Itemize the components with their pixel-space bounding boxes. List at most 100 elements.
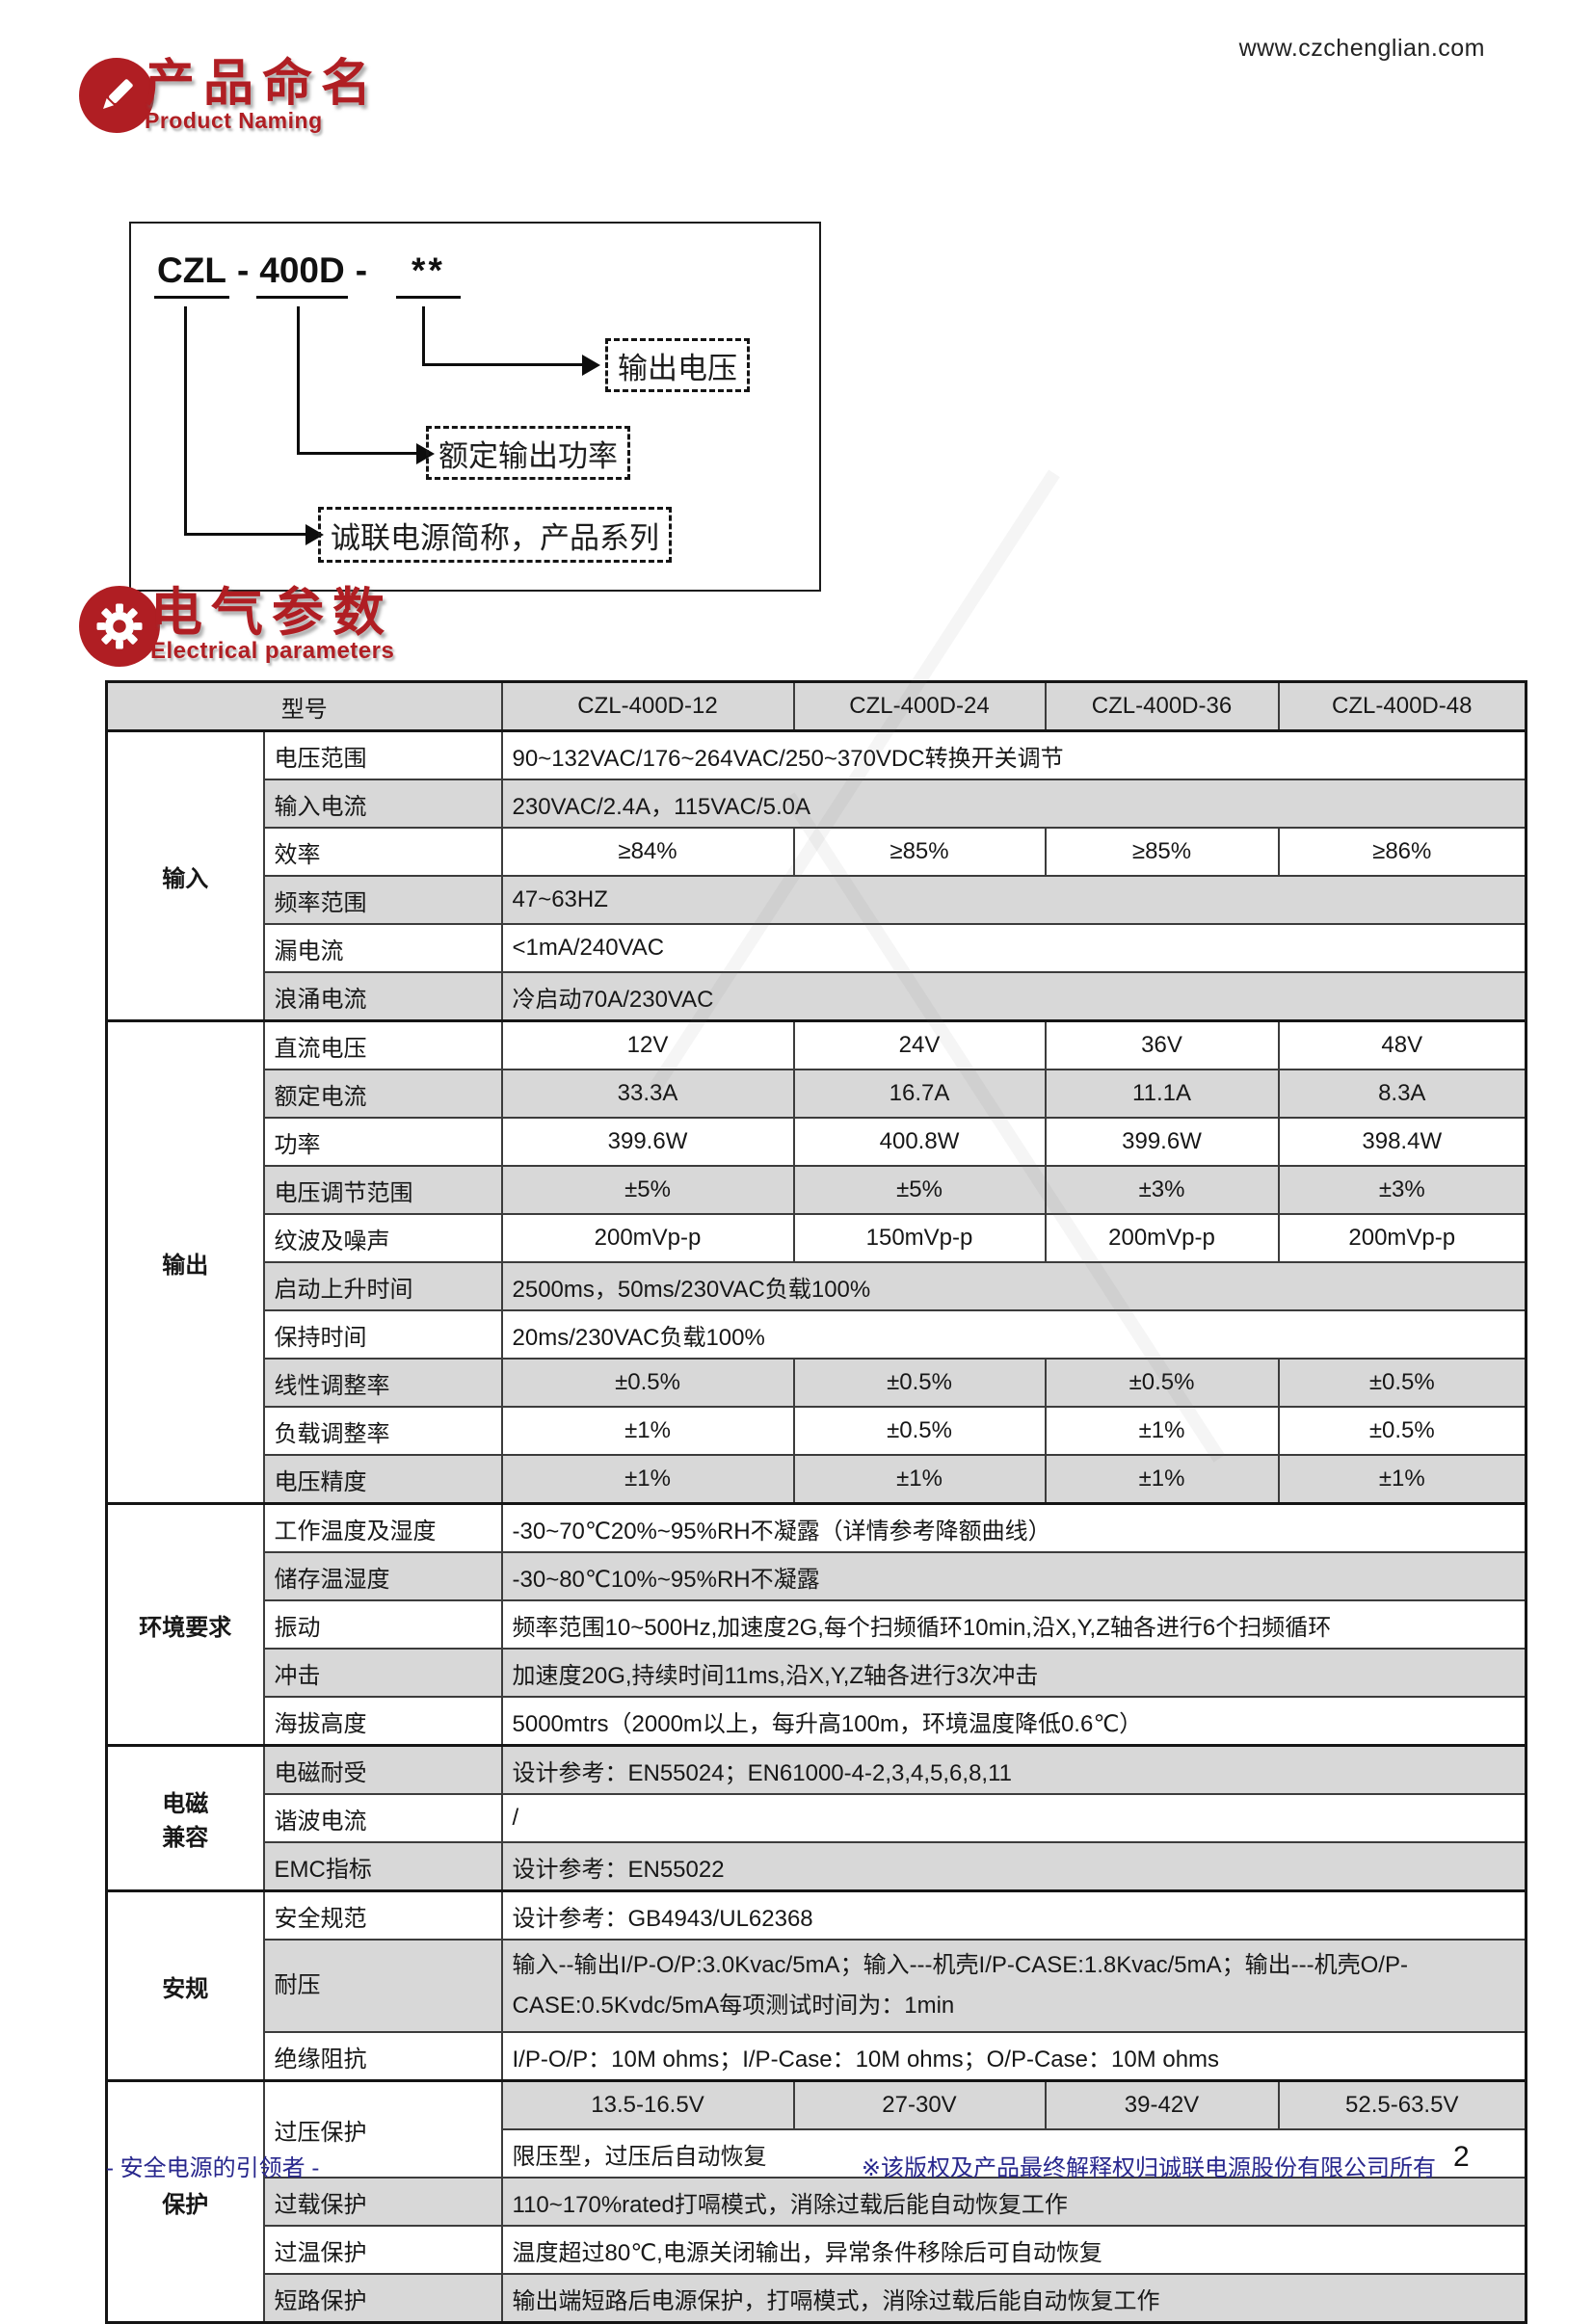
param-value: <1mA/240VAC (500, 923, 1527, 973)
param-label: 谐波电流 (262, 1793, 503, 1843)
param-value: 12V (500, 1019, 795, 1070)
param-label: 过载保护 (262, 2177, 503, 2227)
param-value: ±1% (500, 1406, 795, 1456)
param-label: 电压范围 (262, 729, 503, 780)
section-label: 电磁 兼容 (105, 1744, 265, 1892)
table-row: 耐压 输入--输出I/P-O/P:3.0Kvac/5mA；输入---机壳I/P-… (107, 1939, 1527, 2033)
section-label: 安规 (105, 1889, 265, 2082)
param-value: 27-30V (792, 2079, 1047, 2130)
param-value: 13.5-16.5V (500, 2079, 795, 2130)
param-value: ±3% (1277, 1165, 1527, 1215)
param-value: I/P-O/P：10M ohms；I/P-Case：10M ohms；O/P-C… (500, 2031, 1527, 2082)
param-value: 冷启动70A/230VAC (500, 971, 1527, 1022)
product-naming-badge: 产品命名 Product Naming (79, 58, 380, 133)
param-label: 振动 (262, 1599, 503, 1650)
connector-line (184, 306, 187, 536)
param-value: 399.6W (1044, 1117, 1280, 1167)
table-row: 保持时间 20ms/230VAC负载100% (107, 1309, 1527, 1360)
param-label: 纹波及噪声 (262, 1213, 503, 1263)
table-row: 额定电流 33.3A 16.7A 11.1A 8.3A (107, 1069, 1527, 1119)
model-header: CZL-400D-48 (1277, 680, 1527, 732)
param-value: 90~132VAC/176~264VAC/250~370VDC转换开关调节 (500, 729, 1527, 780)
param-value: 频率范围10~500Hz,加速度2G,每个扫频循环10min,沿X,Y,Z轴各进… (500, 1599, 1527, 1650)
naming-title-en: Product Naming (145, 107, 323, 133)
naming-title-cn: 产品命名 (145, 56, 381, 112)
site-url: www.czchenglian.com (1238, 35, 1485, 62)
param-value: 200mVp-p (1044, 1213, 1280, 1263)
param-value: 温度超过80℃,电源关闭输出，异常条件移除后可自动恢复 (500, 2225, 1527, 2275)
arrow-icon (416, 443, 435, 464)
param-label: 浪涌电流 (262, 971, 503, 1022)
param-value: 设计参考：EN55022 (500, 1841, 1527, 1892)
table-row: 保护 过压保护 13.5-16.5V 27-30V 39-42V 52.5-63… (105, 2079, 1527, 2324)
table-row: 电磁 兼容 电磁耐受 设计参考：EN55024；EN61000-4-2,3,4,… (105, 1744, 1527, 1892)
param-value: 48V (1277, 1019, 1527, 1070)
param-value: ≥84% (500, 827, 795, 877)
param-value: ±0.5% (792, 1406, 1047, 1456)
param-value: 限压型，过压后自动恢复 (500, 2128, 1527, 2179)
section-label: 输入 (105, 729, 265, 1022)
param-value: ±0.5% (500, 1358, 795, 1408)
param-value: ±5% (500, 1165, 795, 1215)
page-number: 2 (1453, 2141, 1470, 2173)
table-row: 谐波电流 / (107, 1793, 1527, 1843)
table-row: 环境要求 工作温度及湿度 -30~70℃20%~95%RH不凝露（详情参考降额曲… (105, 1502, 1527, 1747)
param-label: 电压调节范围 (262, 1165, 503, 1215)
param-value: 加速度20G,持续时间11ms,沿X,Y,Z轴各进行3次冲击 (500, 1648, 1527, 1698)
model-code: CZL -400D - ** (154, 251, 461, 299)
table-row: 海拔高度 5000mtrs（2000m以上，每升高100m，环境温度降低0.6℃… (107, 1696, 1527, 1747)
arrow-icon (582, 355, 600, 376)
table-row: 线性调整率 ±0.5% ±0.5% ±0.5% ±0.5% (107, 1358, 1527, 1408)
table-row: 输出 直流电压 12V 24V 36V 48V (105, 1019, 1527, 1505)
pencil-icon (79, 58, 154, 133)
table-row: 电压调节范围 ±5% ±5% ±3% ±3% (107, 1165, 1527, 1215)
param-value: 110~170%rated打嗝模式，消除过载后能自动恢复工作 (500, 2177, 1527, 2227)
param-value: ±1% (792, 1454, 1047, 1505)
callout-output-voltage: 输出电压 (605, 338, 750, 392)
table-row: 短路保护 输出端短路后电源保护，打嗝模式，消除过载后能自动恢复工作 (107, 2273, 1527, 2324)
table-row: 过温保护 温度超过80℃,电源关闭输出，异常条件移除后可自动恢复 (107, 2225, 1527, 2275)
datasheet-page: { "header": { "url": "www.czchenglian.co… (79, 35, 1527, 2324)
param-label: 额定电流 (262, 1069, 503, 1119)
table-row: 效率 ≥84% ≥85% ≥85% ≥86% (107, 827, 1527, 877)
table-row: 浪涌电流 冷启动70A/230VAC (107, 971, 1527, 1022)
param-value: 36V (1044, 1019, 1280, 1070)
gear-icon (79, 586, 160, 667)
table-row: 频率范围 47~63HZ (107, 875, 1527, 925)
param-value: 33.3A (500, 1069, 795, 1119)
param-label: 电磁耐受 (262, 1744, 503, 1795)
param-label: 耐压 (262, 1939, 503, 2033)
param-value: ≥86% (1277, 827, 1527, 877)
table-row: 过载保护 110~170%rated打嗝模式，消除过载后能自动恢复工作 (107, 2177, 1527, 2227)
param-value: 2500ms，50ms/230VAC负载100% (500, 1261, 1527, 1311)
callout-rated-power: 额定输出功率 (426, 426, 630, 480)
param-label: 频率范围 (262, 875, 503, 925)
param-label: 线性调整率 (262, 1358, 503, 1408)
param-value: 230VAC/2.4A，115VAC/5.0A (500, 779, 1527, 829)
table-row: 安规 安全规范 设计参考：GB4943/UL62368 (105, 1889, 1527, 2082)
param-label: 电压精度 (262, 1454, 503, 1505)
param-value: 24V (792, 1019, 1047, 1070)
param-value: 20ms/230VAC负载100% (500, 1309, 1527, 1360)
param-label: 效率 (262, 827, 503, 877)
param-value: / (500, 1793, 1527, 1843)
param-value: 输入--输出I/P-O/P:3.0Kvac/5mA；输入---机壳I/P-CAS… (500, 1939, 1527, 2033)
table-row: 负载调整率 ±1% ±0.5% ±1% ±0.5% (107, 1406, 1527, 1456)
table-row: 输入 电压范围 90~132VAC/176~264VAC/250~370VDC转… (105, 729, 1527, 1022)
connector-line (422, 363, 584, 366)
table-header-row: 型号 CZL-400D-12 CZL-400D-24 CZL-400D-36 C… (105, 680, 1527, 732)
param-value: 设计参考：GB4943/UL62368 (500, 1889, 1527, 1941)
param-label: 保持时间 (262, 1309, 503, 1360)
table-row: 储存温湿度 -30~80℃10%~95%RH不凝露 (107, 1551, 1527, 1601)
param-label: 海拔高度 (262, 1696, 503, 1747)
electrical-title-cn: 电气参数 (150, 584, 393, 642)
section-label: 保护 (105, 2079, 265, 2324)
param-value: ±0.5% (1044, 1358, 1280, 1408)
section-label: 输出 (105, 1019, 265, 1505)
model-header: CZL-400D-24 (792, 680, 1047, 732)
footer-slogan: - 安全电源的引领者 - (106, 2155, 320, 2181)
table-row: 纹波及噪声 200mVp-p 150mVp-p 200mVp-p 200mVp-… (107, 1213, 1527, 1263)
param-value: 8.3A (1277, 1069, 1527, 1119)
param-value: ±3% (1044, 1165, 1280, 1215)
param-value: 47~63HZ (500, 875, 1527, 925)
